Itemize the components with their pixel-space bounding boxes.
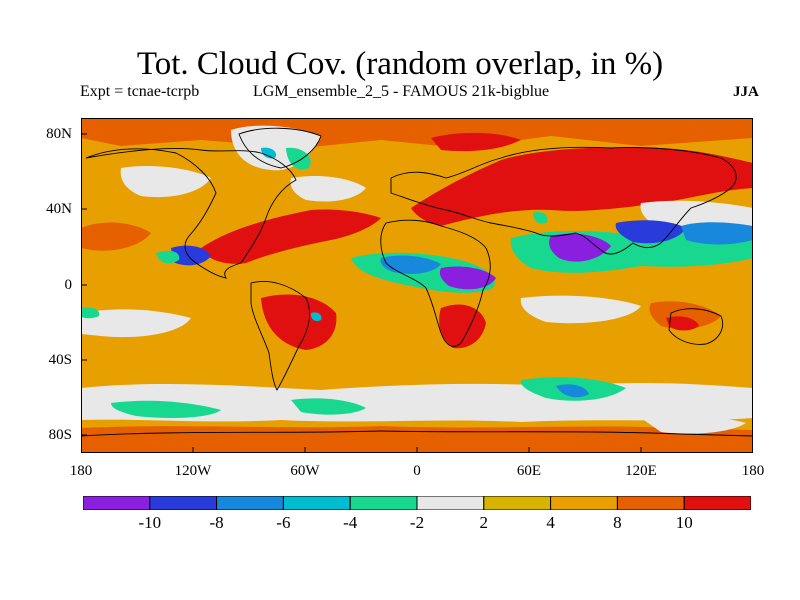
antarctica-outline [81, 430, 753, 437]
southern-africa-increase-region [439, 304, 486, 349]
run-label: LGM_ensemble_2_5 - FAMOUS 21k-bigblue [253, 83, 550, 100]
season-label: JJA [733, 84, 759, 100]
lat-label-40n: 40N [46, 201, 72, 217]
east-asia-blue-region [615, 220, 686, 244]
west-pacific-blue-region [681, 222, 753, 245]
greenland-outline [238, 127, 322, 169]
lat-label-80s: 80S [48, 427, 72, 443]
colorbar-label: 8 [613, 513, 622, 532]
colorbar-swatch-5 [416, 496, 485, 510]
lat-label-80n: 80N [46, 126, 72, 142]
north-america-outline [85, 147, 297, 279]
australia-red-patch [666, 316, 699, 331]
australia-outline [668, 308, 724, 345]
eurasia-increase-region [411, 147, 753, 226]
colorbar-label: 4 [546, 513, 555, 532]
colorbar-swatch-4 [349, 496, 418, 510]
lon-label-60w: 60W [290, 463, 320, 479]
arctic-red-patch [431, 132, 521, 152]
southern-ocean-green-patch-central [291, 398, 366, 415]
colorbar-label: 2 [479, 513, 489, 532]
southwest-pacific-green-patch [81, 307, 100, 319]
colorbar-label: -2 [409, 513, 425, 532]
lon-label-0: 0 [413, 463, 421, 479]
southern-ocean-green-patch-west [111, 400, 221, 418]
colorbar-label: -6 [276, 513, 291, 532]
lon-label-180w: 180 [69, 463, 93, 479]
central-africa-purple-region [439, 266, 496, 290]
eastern-pacific-green-region [156, 250, 180, 264]
colorbar [83, 496, 751, 510]
south-pacific-neutral-region [81, 309, 191, 338]
colorbar-swatch-6 [483, 496, 552, 510]
indian-monsoon-purple-region [549, 233, 611, 262]
south-america-increase-region [261, 294, 337, 350]
north-pacific-neutral-region [120, 166, 211, 198]
map-border [81, 118, 753, 453]
chart-title: Tot. Cloud Cov. (random overlap, in %) [136, 46, 664, 82]
colorbar-swatch-7 [550, 496, 618, 510]
central-asia-green-patch [533, 212, 548, 224]
antarctic-neutral-patch [641, 415, 746, 434]
experiment-label: Expt = tcnae-tcrpb [80, 83, 200, 100]
colorbar-label: -4 [343, 513, 358, 532]
coastlines [81, 127, 753, 437]
colorbar-label: 10 [675, 513, 693, 532]
west-africa-blue-region [380, 255, 441, 274]
greenland-cyan-region [261, 147, 277, 159]
colorbar-swatch-2 [216, 496, 284, 510]
central-america-blue-region [171, 245, 211, 266]
north-atlantic-neutral-region [290, 176, 366, 202]
lat-label-40s: 40S [48, 352, 72, 368]
colorbar-swatch-8 [616, 496, 685, 510]
south-indian-neutral-region [520, 295, 641, 324]
colorbar-swatch-3 [282, 496, 351, 510]
north-atlantic-increase-region [201, 209, 381, 264]
colorbar-swatch-9 [683, 496, 751, 510]
lon-label-180e: 180 [741, 463, 765, 479]
africa-outline [380, 219, 491, 347]
south-atlantic-cyan-patch [310, 312, 322, 322]
colorbar-label: -10 [138, 513, 162, 532]
eurasia-outline [390, 146, 737, 255]
map-panel [81, 118, 753, 453]
cloud-cover-map [81, 118, 753, 453]
lon-label-120e: 120E [625, 463, 657, 479]
colorbar-swatch-1 [149, 496, 218, 510]
australia-orange-region [649, 301, 721, 329]
colorbar-label: -8 [209, 513, 224, 532]
south-america-outline [250, 281, 310, 391]
north-pacific-orange-region [81, 222, 151, 251]
lon-label-120w: 120W [174, 463, 212, 479]
southern-ocean-blue-patch [556, 384, 589, 398]
lon-label-60e: 60E [516, 463, 542, 479]
lat-label-0: 0 [64, 277, 73, 293]
colorbar-swatch-0 [83, 496, 151, 510]
